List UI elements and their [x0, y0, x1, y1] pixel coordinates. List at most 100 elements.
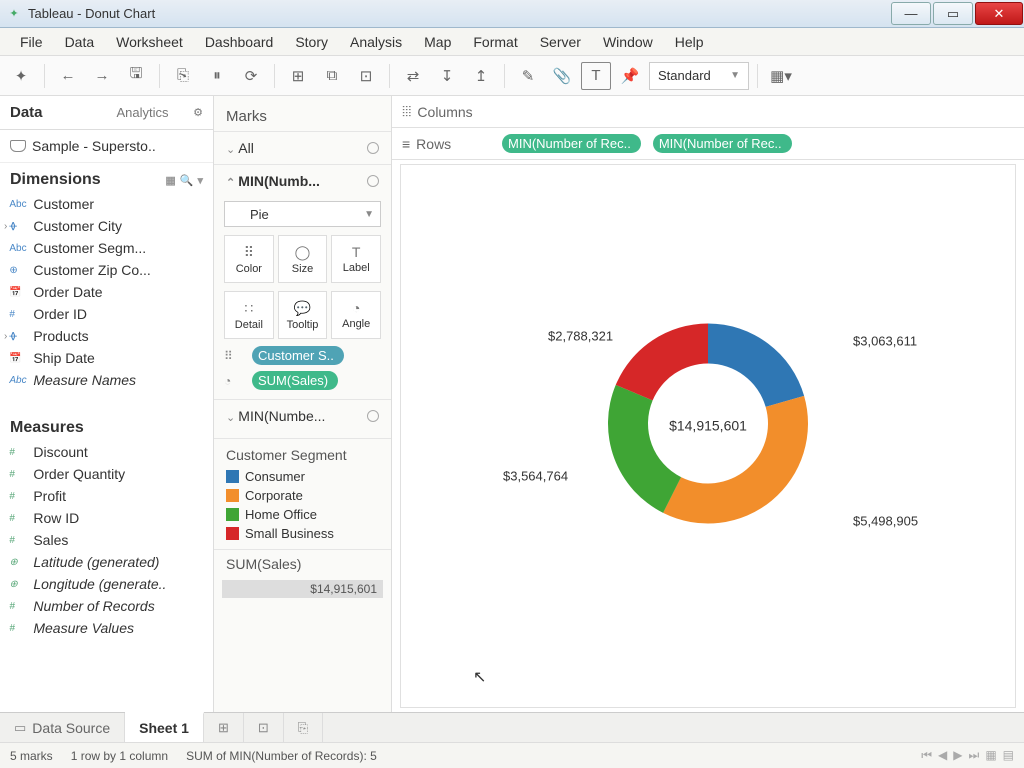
minimize-button[interactable]: — [891, 2, 931, 25]
legend-small-business[interactable]: Small Business [214, 524, 391, 543]
field-measure-values[interactable]: ›#Measure Values [0, 617, 213, 639]
angle-pill[interactable]: SUM(Sales) [252, 371, 338, 390]
swatch-icon [226, 470, 239, 483]
mark-card-tooltip[interactable]: 💬Tooltip [278, 291, 328, 339]
show-me-button[interactable]: ▦▾ [766, 62, 796, 90]
menu-dashboard[interactable]: Dashboard [195, 30, 284, 54]
new-sheet-button[interactable]: ⊞ [283, 62, 313, 90]
rows-pill-1[interactable]: MIN(Number of Rec.. [502, 134, 641, 153]
field-ship-date[interactable]: ›📅Ship Date [0, 347, 213, 369]
search-icon[interactable]: 🔍 [180, 174, 194, 187]
prev-icon[interactable]: ◀ [938, 748, 947, 763]
sort-asc-button[interactable]: ↧ [432, 62, 462, 90]
rows-shelf[interactable]: ≡Rows MIN(Number of Rec.. MIN(Number of … [392, 128, 1024, 160]
grid-icon[interactable]: ▦ [985, 748, 996, 763]
save-button[interactable]: 🖫 [121, 62, 151, 90]
forward-button[interactable]: → [87, 62, 117, 90]
menu-map[interactable]: Map [414, 30, 461, 54]
new-datasource-button[interactable]: ⎘ [168, 62, 198, 90]
field-order-date[interactable]: ›📅Order Date [0, 281, 213, 303]
sort-desc-button[interactable]: ↥ [466, 62, 496, 90]
menu-window[interactable]: Window [593, 30, 663, 54]
mark-card-detail[interactable]: ∷Detail [224, 291, 274, 339]
datasource-item[interactable]: Sample - Supersto.. [0, 130, 213, 163]
donut-slice[interactable] [708, 324, 804, 407]
mark-card-size[interactable]: ◯Size [278, 235, 328, 283]
fit-dropdown[interactable]: Standard ▼ [649, 62, 749, 90]
new-worksheet-button[interactable]: ⊞ [204, 713, 244, 742]
new-story-button[interactable]: ⎘ [284, 713, 323, 742]
donut-slice[interactable] [616, 324, 708, 401]
visualization-area[interactable]: $14,915,601 $3,063,611$5,498,905$3,564,7… [400, 164, 1016, 708]
menu-help[interactable]: Help [665, 30, 714, 54]
field-longitude-generate-[interactable]: ›⊕Longitude (generate.. [0, 573, 213, 595]
data-tab[interactable]: Data [0, 96, 107, 129]
color-pill[interactable]: Customer S.. [252, 346, 344, 365]
mark-type-dropdown[interactable]: Pie ▼ [224, 201, 381, 227]
menu-file[interactable]: File [10, 30, 53, 54]
field-latitude-generated-[interactable]: ›⊕Latitude (generated) [0, 551, 213, 573]
maximize-button[interactable]: ▭ [933, 2, 973, 25]
field-customer[interactable]: ›AbcCustomer [0, 193, 213, 215]
next-icon[interactable]: ▶ [953, 748, 962, 763]
legend-corporate[interactable]: Corporate [214, 486, 391, 505]
group-button[interactable]: 📎 [547, 62, 577, 90]
back-button[interactable]: ← [53, 62, 83, 90]
color-icon: ⠿ [244, 244, 254, 261]
first-icon[interactable]: ⏮ [921, 748, 932, 763]
pause-button[interactable]: ⏸ [202, 62, 232, 90]
columns-icon: ⦙⦙⦙ [402, 103, 411, 120]
analytics-tab[interactable]: Analytics ⚙ [107, 96, 214, 129]
field-products[interactable]: ›ᚖProducts [0, 325, 213, 347]
refresh-button[interactable]: ⟳ [236, 62, 266, 90]
last-icon[interactable]: ⏭ [969, 748, 980, 763]
field-sales[interactable]: ›#Sales [0, 529, 213, 551]
donut-slice[interactable] [663, 396, 808, 524]
datasource-tab[interactable]: ▭ Data Source [0, 713, 125, 742]
field-profit[interactable]: ›#Profit [0, 485, 213, 507]
mark-card-label[interactable]: TLabel [331, 235, 381, 283]
close-button[interactable]: ✕ [975, 2, 1023, 25]
menu-server[interactable]: Server [530, 30, 591, 54]
columns-shelf[interactable]: ⦙⦙⦙Columns [392, 96, 1024, 128]
field-order-quantity[interactable]: ›#Order Quantity [0, 463, 213, 485]
highlight-button[interactable]: ✎ [513, 62, 543, 90]
legend-consumer[interactable]: Consumer [214, 467, 391, 486]
view-icon[interactable]: ▦ [165, 174, 175, 187]
grid2-icon[interactable]: ▤ [1003, 748, 1014, 763]
clear-button[interactable]: ⊡ [351, 62, 381, 90]
field-discount[interactable]: ›#Discount [0, 441, 213, 463]
new-dashboard-button[interactable]: ⊡ [244, 713, 284, 742]
rows-pill-2[interactable]: MIN(Number of Rec.. [653, 134, 792, 153]
field-row-id[interactable]: ›#Row ID [0, 507, 213, 529]
menu-format[interactable]: Format [463, 30, 527, 54]
mark-card-angle[interactable]: ◔Angle [331, 291, 381, 339]
menu-data[interactable]: Data [55, 30, 105, 54]
mark-card-color[interactable]: ⠿Color [224, 235, 274, 283]
field-number-of-records[interactable]: ›#Number of Records [0, 595, 213, 617]
menu-worksheet[interactable]: Worksheet [106, 30, 193, 54]
sheet-tab[interactable]: Sheet 1 [125, 712, 204, 742]
label-button[interactable]: T [581, 62, 611, 90]
field-customer-city[interactable]: ›ᚖCustomer City [0, 215, 213, 237]
menu-analysis[interactable]: Analysis [340, 30, 412, 54]
tableau-logo-icon: ✦ [6, 6, 22, 22]
donut-slice[interactable] [608, 385, 681, 513]
marks-sub2-row[interactable]: ⌄ MIN(Numbe... [214, 399, 391, 432]
field-customer-segm-[interactable]: ›AbcCustomer Segm... [0, 237, 213, 259]
menu-story[interactable]: Story [285, 30, 338, 54]
window-titlebar: ✦ Tableau - Donut Chart — ▭ ✕ [0, 0, 1024, 28]
color-icon: ⠿ [224, 349, 242, 363]
field-customer-zip-co-[interactable]: ›⊕Customer Zip Co... [0, 259, 213, 281]
marks-all-row[interactable]: ⌄ All [214, 131, 391, 164]
tableau-icon[interactable]: ✦ [6, 62, 36, 90]
legend-home-office[interactable]: Home Office [214, 505, 391, 524]
pin-button[interactable]: 📌 [615, 62, 645, 90]
duplicate-button[interactable]: ⧉ [317, 62, 347, 90]
field-measure-names[interactable]: ›AbcMeasure Names [0, 369, 213, 391]
marks-sub-row[interactable]: ⌃ MIN(Numb... [214, 164, 391, 197]
field-order-id[interactable]: ›#Order ID [0, 303, 213, 325]
dimensions-list: ›AbcCustomer›ᚖCustomer City›AbcCustomer … [0, 193, 213, 411]
menu-icon[interactable]: ▾ [197, 174, 203, 187]
swap-button[interactable]: ⇄ [398, 62, 428, 90]
